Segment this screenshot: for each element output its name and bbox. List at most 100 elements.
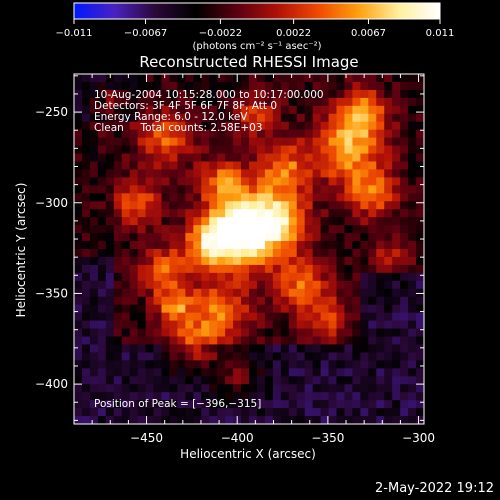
- heatmap-cell: [360, 129, 369, 139]
- heatmap-cell: [185, 416, 194, 424]
- heatmap-cell: [392, 304, 401, 314]
- heatmap-cell: [272, 264, 282, 274]
- heatmap-cell: [280, 185, 290, 194]
- heatmap-cell: [304, 97, 314, 107]
- heatmap-cell: [81, 320, 91, 329]
- heatmap-cell: [392, 169, 401, 178]
- heatmap-cell: [336, 185, 345, 194]
- heatmap-cell: [241, 272, 250, 282]
- heatmap-cell: [217, 400, 226, 409]
- heatmap-cell: [392, 352, 401, 361]
- heatmap-cell: [304, 217, 314, 226]
- heatmap-cell: [121, 145, 131, 154]
- heatmap-cell: [400, 288, 409, 298]
- heatmap-cell: [153, 368, 162, 377]
- heatmap-cell: [296, 368, 306, 377]
- heatmap-cell: [177, 169, 186, 178]
- heatmap-cell: [177, 89, 186, 99]
- heatmap-cell: [233, 97, 242, 107]
- heatmap-cell: [249, 241, 258, 250]
- heatmap-cell: [264, 400, 274, 409]
- heatmap-cell: [336, 97, 345, 107]
- heatmap-cell: [296, 264, 306, 274]
- heatmap-cell: [209, 169, 218, 178]
- heatmap-cell: [328, 392, 337, 401]
- colorbar-tick-label: 0.0022: [276, 28, 311, 39]
- heatmap-cell: [384, 368, 393, 377]
- heatmap-cell: [400, 233, 409, 242]
- heatmap-cell: [400, 376, 409, 385]
- heatmap-cell: [256, 256, 266, 266]
- heatmap-cell: [225, 177, 234, 186]
- heatmap-cell: [145, 105, 154, 115]
- heatmap-cell: [360, 209, 369, 218]
- heatmap-cell: [296, 304, 306, 314]
- heatmap-cell: [241, 320, 250, 329]
- heatmap-cell: [328, 296, 337, 306]
- heatmap-cell: [209, 249, 218, 258]
- heatmap-cell: [121, 217, 131, 226]
- heatmap-cell: [249, 408, 258, 417]
- heatmap-cell: [225, 185, 234, 194]
- heatmap-cell: [129, 89, 139, 99]
- heatmap-cell: [280, 304, 290, 314]
- heatmap-cell: [272, 241, 282, 250]
- heatmap-cell: [225, 328, 234, 337]
- colorbar-tick-label: −0.011: [55, 28, 92, 39]
- heatmap-cell: [137, 264, 146, 274]
- heatmap-cell: [408, 74, 417, 83]
- heatmap-cell: [217, 376, 226, 385]
- heatmap-cell: [416, 264, 424, 274]
- heatmap-cell: [97, 280, 107, 290]
- heatmap-cell: [344, 249, 353, 258]
- heatmap-cell: [121, 193, 131, 202]
- heatmap-cell: [185, 89, 194, 99]
- heatmap-cell: [81, 185, 91, 194]
- heatmap-cell: [320, 233, 329, 242]
- heatmap-cell: [209, 89, 218, 99]
- heatmap-cell: [201, 249, 210, 258]
- heatmap-cell: [296, 169, 306, 178]
- heatmap-cell: [296, 217, 306, 226]
- heatmap-cell: [392, 249, 401, 258]
- heatmap-cell: [81, 352, 91, 361]
- heatmap-cell: [264, 312, 274, 321]
- heatmap-cell: [416, 201, 424, 210]
- heatmap-cell: [400, 209, 409, 218]
- heatmap-cell: [217, 201, 226, 210]
- heatmap-cell: [320, 304, 329, 314]
- info-line-energy: Energy Range: 6.0 - 12.0 keV: [94, 111, 248, 123]
- heatmap-cell: [193, 336, 202, 345]
- heatmap-cell: [256, 193, 266, 202]
- heatmap-cell: [201, 233, 210, 242]
- heatmap-cell: [201, 360, 210, 369]
- heatmap-cell: [201, 193, 210, 202]
- heatmap-cell: [352, 121, 361, 131]
- heatmap-cell: [105, 74, 115, 83]
- heatmap-cell: [336, 177, 345, 186]
- heatmap-cell: [344, 304, 353, 314]
- heatmap-cell: [320, 376, 329, 385]
- heatmap-cell: [249, 392, 258, 401]
- heatmap-cell: [113, 185, 123, 194]
- heatmap-cell: [201, 169, 210, 178]
- heatmap-cell: [384, 416, 393, 424]
- heatmap-cell: [113, 137, 123, 146]
- heatmap-cell: [121, 249, 131, 258]
- heatmap-cell: [129, 336, 139, 345]
- heatmap-cell: [392, 81, 401, 91]
- heatmap-cell: [169, 344, 178, 353]
- heatmap-cell: [392, 312, 401, 321]
- heatmap-cell: [368, 249, 377, 258]
- heatmap-cell: [336, 288, 345, 298]
- heatmap-cell: [89, 121, 99, 131]
- heatmap-cell: [336, 201, 345, 210]
- heatmap-cell: [233, 280, 242, 290]
- heatmap-cell: [249, 89, 258, 99]
- heatmap-cell: [416, 296, 424, 306]
- heatmap-cell: [153, 392, 162, 401]
- heatmap-cell: [169, 137, 178, 146]
- heatmap-cell: [296, 249, 306, 258]
- x-tick-label: −400: [221, 431, 254, 445]
- heatmap-cell: [344, 312, 353, 321]
